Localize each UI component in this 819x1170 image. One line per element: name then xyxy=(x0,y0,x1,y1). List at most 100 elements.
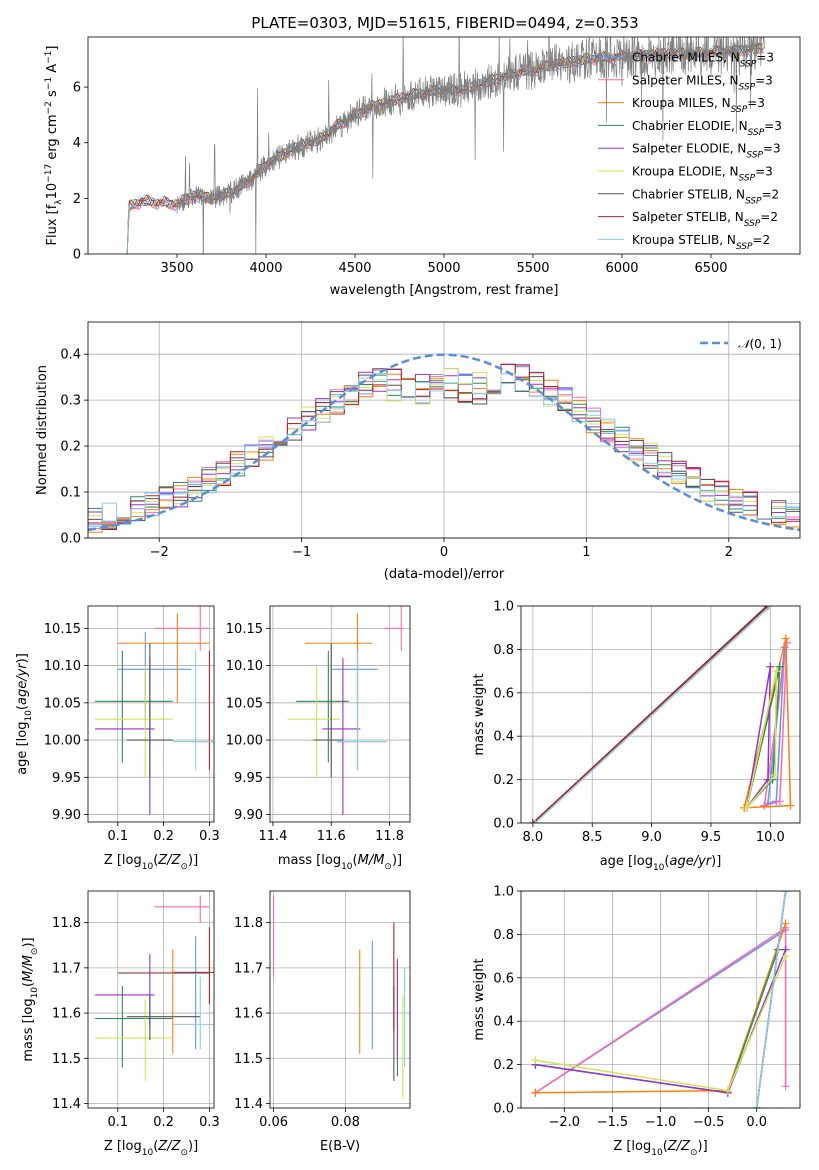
spectrum-xtick-label: 5000 xyxy=(427,261,460,276)
residuals-ytick-label: 0.3 xyxy=(60,394,81,409)
weight_vs_Z-frame xyxy=(520,890,801,1109)
weight_vs_Z-series-line xyxy=(755,891,787,1108)
weight_vs_Z-xtick-label: 0.0 xyxy=(746,1115,767,1130)
spectrum-model-line xyxy=(126,42,764,254)
age_vs_mass-plot-area xyxy=(287,606,405,815)
mass_vs_Z-ytick-label: 11.8 xyxy=(52,916,81,931)
residuals-histogram xyxy=(88,372,800,534)
mass_vs_ebv-frame xyxy=(269,890,411,1109)
spectrum-model-line xyxy=(126,41,764,254)
legend-entry: Kroupa MILES, NSSP=3 xyxy=(632,96,765,115)
weight_vs_Z-xlabel: Z [log10(Z/Z⊙)] xyxy=(613,1139,707,1158)
residuals-xtick-label: 2 xyxy=(725,545,733,560)
age_vs_mass-ytick-label: 9.90 xyxy=(234,808,263,823)
weight_vs_age-frame xyxy=(520,605,801,824)
spectrum-xlabel: wavelength [Angstrom, rest frame] xyxy=(330,283,559,298)
mass_vs_Z-xtick-label: 0.3 xyxy=(199,1115,220,1130)
weight_vs_Z-ytick-label: 0.8 xyxy=(493,928,514,943)
residuals-ytick-label: 0.4 xyxy=(60,348,81,363)
weight_vs_Z-xtick-label: −1.0 xyxy=(645,1115,677,1130)
spectrum-plot-area xyxy=(126,37,765,254)
age_vs_Z-xtick-label: 0.2 xyxy=(153,829,174,844)
mass_vs_ebv-ytick-label: 11.8 xyxy=(234,916,263,931)
mass_vs_Z-plot-area xyxy=(94,895,214,1081)
mass_vs_Z-ytick-label: 11.6 xyxy=(52,1007,81,1022)
age_vs_mass-ytick-label: 10.05 xyxy=(226,696,263,711)
spectrum-xtick-label: 6000 xyxy=(605,261,638,276)
age_vs_mass-ytick-label: 9.95 xyxy=(234,771,263,786)
weight_vs_Z-xtick-label: −0.5 xyxy=(693,1115,725,1130)
weight_vs_Z-point-marker xyxy=(723,1086,732,1095)
weight_vs_Z-ylabel: mass weight xyxy=(472,958,487,1040)
weight_vs_age-point-marker xyxy=(528,819,537,823)
weight_vs_Z-point-marker xyxy=(531,1088,540,1097)
mass_vs_ebv-xlabel: E(B-V) xyxy=(320,1139,360,1154)
age_vs_Z-ytick-label: 9.90 xyxy=(52,808,81,823)
spectrum-ytick-label: 0 xyxy=(73,248,81,263)
legend-entry: Salpeter MILES, NSSP=3 xyxy=(632,73,773,92)
spectrum-ytick-label: 2 xyxy=(73,192,81,207)
residuals-xtick-label: 0 xyxy=(440,545,448,560)
weight_vs_Z-ytick-label: 0.4 xyxy=(493,1015,514,1030)
mass_vs_ebv-xtick-label: 0.08 xyxy=(331,1115,360,1130)
weight_vs_Z-xtick-label: −1.5 xyxy=(597,1115,629,1130)
mass_vs_Z-xtick-label: 0.2 xyxy=(153,1115,174,1130)
mass_vs_ebv-panel: 0.06 0.08 11.4 11.5 11.6 11.7 11.8 E(B-V) xyxy=(234,890,411,1154)
weight_vs_Z-ytick-label: 0.0 xyxy=(493,1102,514,1117)
spectrum-data-line xyxy=(176,37,765,254)
age_vs_mass-ytick-label: 10.15 xyxy=(226,622,263,637)
weight_vs_age-ylabel: mass weight xyxy=(472,673,487,755)
weight_vs_age-point-marker xyxy=(772,667,781,676)
weight_vs_age-point-marker xyxy=(781,634,790,643)
weight_vs_age-xlabel: age [log10(age/yr)] xyxy=(600,854,722,873)
age_vs_mass-ytick-label: 10.10 xyxy=(226,659,263,674)
spectrum-xtick-label: 4500 xyxy=(338,261,371,276)
residuals-xtick-label: −1 xyxy=(292,545,311,560)
weight_vs_age-xtick-label: 10.0 xyxy=(756,830,785,845)
weight_vs_Z-ytick-label: 1.0 xyxy=(493,885,514,900)
age_vs_Z-frame xyxy=(87,605,215,823)
residuals-ytick-label: 0.2 xyxy=(60,440,81,455)
panels: 3500 4000 4500 5000 5500 6000 6500 0 2 4 6 waveleng… xyxy=(15,36,801,1158)
weight_vs_age-ytick-label: 0.6 xyxy=(493,686,514,701)
weight_vs_age-series-line xyxy=(534,606,771,823)
age_vs_Z-ylabel: age [log10(age/yr)] xyxy=(15,653,34,775)
mass_vs_Z-ytick-label: 11.7 xyxy=(52,961,81,976)
weight_vs_Z-ytick-label: 0.6 xyxy=(493,971,514,986)
weight_vs_age-series-line xyxy=(745,666,772,809)
residuals-panel: −2 −1 0 1 2 0.0 0.1 0.2 0.3 0.4 (data-model)/error… xyxy=(35,321,801,582)
legend-entry: Chabrier ELODIE, NSSP=3 xyxy=(632,119,782,138)
spectrum-xtick-label: 4000 xyxy=(249,261,282,276)
age_vs_mass-panel: 11.4 11.6 11.8 9.90 9.95 10.00 10.05 10.10 10.15… xyxy=(226,605,411,872)
legend-entry: Kroupa ELODIE, NSSP=3 xyxy=(632,165,773,184)
weight_vs_Z-point-marker xyxy=(781,891,790,895)
weight_vs_Z-xtick-label: −2.0 xyxy=(549,1115,581,1130)
mass_vs_Z-xtick-label: 0.1 xyxy=(107,1115,128,1130)
residuals-xtick-label: 1 xyxy=(582,545,590,560)
legend-entry: Salpeter STELIB, NSSP=2 xyxy=(632,210,778,229)
weight_vs_age-plot-area xyxy=(528,606,795,823)
weight_vs_age-ytick-label: 0.0 xyxy=(493,817,514,832)
weight_vs_Z-ytick-label: 0.2 xyxy=(493,1058,514,1073)
mass_vs_ebv-ytick-label: 11.7 xyxy=(234,961,263,976)
weight_vs_Z-panel: −2.0 −1.5 −1.0 −0.5 0.0 0.0 0.2 0.4 0.6 0.8 1.0 Z [… xyxy=(472,885,801,1158)
spectrum-xtick-label: 3500 xyxy=(160,261,193,276)
age_vs_Z-ytick-label: 10.00 xyxy=(44,734,81,749)
mass_vs_ebv-plot-area xyxy=(273,895,406,1099)
residuals-xtick-label: −2 xyxy=(150,545,169,560)
weight_vs_age-series-line xyxy=(532,606,769,823)
residuals-ylabel: Normed distribution xyxy=(35,365,50,495)
weight_vs_age-ytick-label: 0.8 xyxy=(493,643,514,658)
spectrum-xtick-label: 6500 xyxy=(694,261,727,276)
residuals-ytick-label: 0.1 xyxy=(60,486,81,501)
age_vs_Z-ytick-label: 10.10 xyxy=(44,659,81,674)
mass_vs_Z-ytick-label: 11.5 xyxy=(52,1052,81,1067)
mass_vs_Z-frame xyxy=(87,890,215,1109)
weight_vs_age-panel: 8.0 8.5 9.0 9.5 10.0 0.0 0.2 0.4 0.6 0.8 1.0 age [l… xyxy=(472,600,801,873)
age_vs_Z-xtick-label: 0.1 xyxy=(107,829,128,844)
age_vs_mass-ytick-label: 10.00 xyxy=(226,734,263,749)
age_vs_Z-ytick-label: 10.05 xyxy=(44,696,81,711)
age_vs_mass-xtick-label: 11.4 xyxy=(258,829,287,844)
spectrum-ytick-label: 4 xyxy=(73,136,81,151)
